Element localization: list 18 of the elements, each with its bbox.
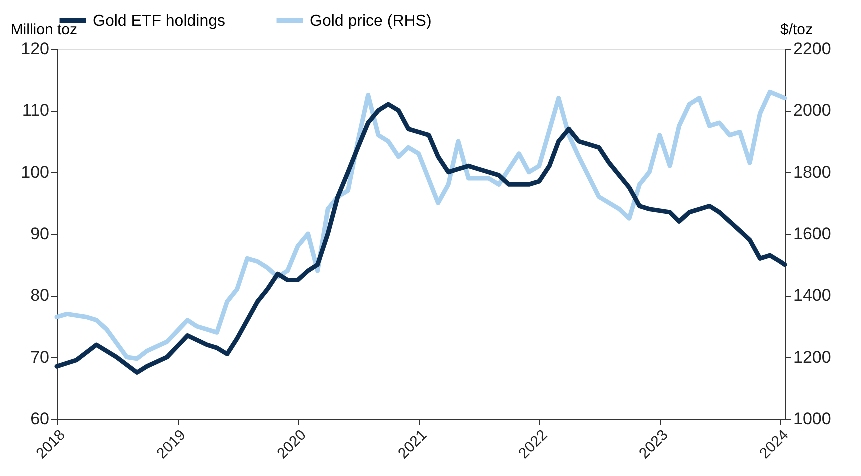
- legend-label: Gold ETF holdings: [93, 13, 226, 30]
- y-tick-label: 100: [21, 162, 50, 182]
- y-tick-label: 70: [30, 348, 50, 367]
- y-tick-label: 90: [30, 224, 50, 244]
- y2-tick-label: 1200: [794, 348, 832, 367]
- y-tick-label: 60: [30, 410, 50, 428]
- y2-tick-label: 1600: [794, 224, 832, 244]
- y2-tick-label: 1800: [794, 162, 832, 182]
- y2-axis-title: $/toz: [780, 22, 814, 38]
- y-tick-label: 120: [21, 40, 50, 58]
- legend-label: Gold price (RHS): [310, 13, 432, 30]
- y2-tick-label: 1400: [794, 286, 832, 306]
- y2-tick-label: 2200: [794, 40, 832, 58]
- y-tick-label: 110: [22, 101, 50, 120]
- y-axis-title: Million toz: [10, 22, 78, 38]
- y2-tick-label: 1000: [794, 410, 832, 428]
- y2-tick-label: 2000: [794, 101, 832, 120]
- y-tick-label: 80: [30, 286, 50, 306]
